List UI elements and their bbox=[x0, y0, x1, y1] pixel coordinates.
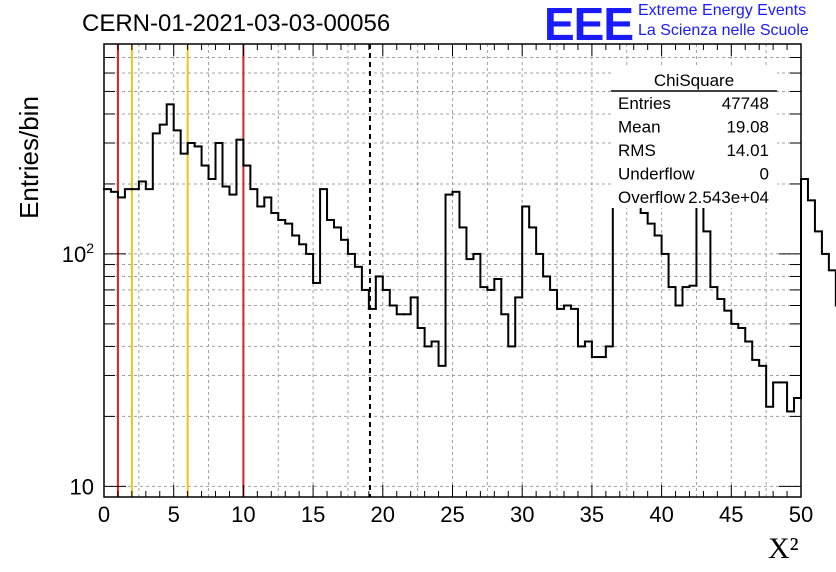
stats-box-name: ChiSquare bbox=[654, 71, 734, 90]
x-tick-label: 5 bbox=[168, 502, 180, 527]
x-tick-label: 15 bbox=[301, 502, 325, 527]
stats-row-label: Mean bbox=[618, 118, 661, 137]
y-tick-label: 102 bbox=[62, 240, 94, 267]
stats-row-value: 14.01 bbox=[726, 141, 769, 160]
logo-tagline-2: La Scienza nelle Scuole bbox=[638, 22, 809, 39]
y-tick-label: 10 bbox=[70, 474, 94, 499]
x-tick-label: 35 bbox=[580, 502, 604, 527]
eee-logo: EEE bbox=[544, 0, 634, 50]
stats-row-value: 2.543e+04 bbox=[688, 188, 769, 207]
x-tick-label: 25 bbox=[440, 502, 464, 527]
stats-row-label: Entries bbox=[618, 94, 671, 113]
x-tick-label: 45 bbox=[719, 502, 743, 527]
x-tick-label: 50 bbox=[789, 502, 813, 527]
stats-row-label: RMS bbox=[618, 141, 656, 160]
x-tick-label: 20 bbox=[371, 502, 395, 527]
chart-title: CERN-01-2021-03-03-00056 bbox=[82, 10, 391, 37]
x-tick-label: 40 bbox=[649, 502, 673, 527]
stats-row-value: 47748 bbox=[722, 94, 769, 113]
stats-row-value: 0 bbox=[760, 165, 769, 184]
x-tick-label: 10 bbox=[231, 502, 255, 527]
stats-row-label: Overflow bbox=[618, 188, 686, 207]
x-tick-label: 0 bbox=[98, 502, 110, 527]
stats-row-value: 19.08 bbox=[726, 118, 769, 137]
stats-row-label: Underflow bbox=[618, 165, 695, 184]
x-tick-label: 30 bbox=[510, 502, 534, 527]
x-axis-label: X² bbox=[768, 532, 799, 565]
logo-tagline-1: Extreme Energy Events bbox=[638, 2, 807, 19]
